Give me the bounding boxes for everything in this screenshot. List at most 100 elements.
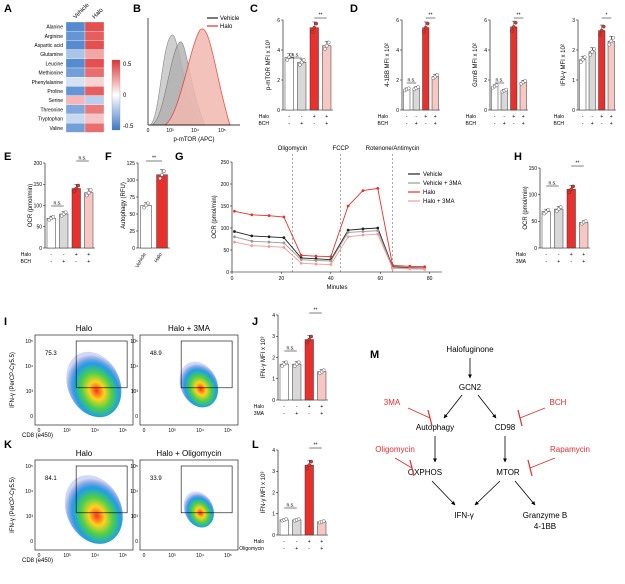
flow-y-label: IFN-γ (PerCP-Cy5.5) — [10, 352, 16, 408]
bar — [304, 464, 314, 536]
treatment-sign: + — [434, 114, 437, 120]
panel-letter-b: B — [133, 3, 141, 15]
treatment-sign: + — [313, 114, 316, 120]
heatmap-row-label: Tryptophan — [38, 117, 63, 123]
density-cloud — [64, 475, 123, 544]
flow-x-tick: 10³ — [168, 428, 176, 434]
flow-x-tick: 10⁵ — [119, 428, 127, 434]
node-halofuginone: Halofuginone — [446, 345, 494, 354]
y-tick-label: 25 — [129, 229, 135, 235]
series-point — [346, 228, 350, 232]
data-point — [599, 28, 604, 33]
injection-label: FCCP — [333, 146, 349, 152]
bar — [309, 27, 319, 111]
data-point — [590, 49, 595, 54]
y-tick-label: 3 — [272, 469, 275, 475]
flow-b-xtick-3: 10⁵ — [218, 128, 226, 134]
data-point — [406, 86, 411, 91]
y-tick-label: 6 — [277, 18, 280, 24]
bar — [84, 192, 94, 249]
flow-b-legend-halo: Halo — [220, 24, 233, 30]
y-tick-label: 0 — [484, 108, 487, 114]
significance-label: ** — [576, 161, 580, 167]
data-point — [580, 57, 585, 62]
gate-percentage: 33.9 — [150, 476, 162, 482]
node-gcn2: GCN2 — [459, 383, 482, 392]
data-point — [571, 184, 576, 189]
y-tick-label: 100 — [34, 203, 43, 209]
node-mtor: MTOR — [496, 468, 520, 477]
heatmap-cell — [84, 77, 105, 87]
flow-y-tick: 10⁴ — [25, 489, 33, 495]
treatment-sign: - — [283, 546, 285, 552]
flow-b-xtick-0: 0 — [147, 128, 150, 134]
series-point — [361, 233, 365, 237]
series-point — [376, 229, 380, 233]
bar — [279, 519, 289, 536]
heatmap-cell — [65, 123, 86, 133]
data-point — [421, 30, 426, 34]
heatmap-row-label: Leucine — [45, 61, 63, 67]
heatmap-cell — [84, 67, 105, 78]
data-point — [509, 29, 514, 33]
flow-x-tick: 10⁴ — [196, 553, 204, 559]
series-point — [233, 235, 236, 239]
treatment-sign: - — [425, 121, 427, 127]
y-tick-label: 50 — [531, 219, 537, 225]
heatmap-cell — [65, 77, 86, 87]
colorbar-tick-high: 0.5 — [123, 62, 132, 68]
heatmap-row-label: Glutamine — [40, 52, 63, 58]
y-tick-label: 1 — [572, 78, 575, 84]
treatment-sign: + — [295, 546, 298, 552]
flow-x-tick: 0 — [38, 428, 41, 434]
data-point — [158, 176, 162, 181]
data-point — [296, 360, 301, 365]
y-axis-label: 4-1BB MFI x 10² — [385, 43, 391, 87]
treatment-sign: + — [62, 259, 65, 265]
y-tick-label: 4 — [277, 48, 280, 54]
series-point — [282, 241, 286, 245]
data-point — [305, 466, 310, 471]
series-point — [250, 244, 254, 248]
panel-letter-j: J — [252, 316, 258, 328]
series-point — [299, 258, 303, 262]
bar — [71, 188, 81, 249]
flow-y-tick: 10⁴ — [130, 489, 138, 495]
data-point — [284, 360, 289, 365]
treatment-sign: - — [75, 259, 77, 265]
treatment-sign: - — [283, 411, 285, 417]
data-point — [494, 83, 499, 88]
treatment-sign: - — [513, 121, 515, 127]
treatment-sign: - — [582, 121, 584, 127]
y-tick-label: 125 — [127, 161, 136, 167]
data-point — [416, 85, 421, 89]
treatment-sign: + — [582, 252, 585, 258]
series-point — [423, 267, 427, 271]
category-label: Vehicle — [134, 252, 147, 269]
data-point — [284, 517, 289, 521]
y-axis-label: OCR (pmol/min) — [212, 195, 218, 238]
treatment-label: Halo — [259, 114, 270, 120]
treatment-sign: + — [320, 539, 323, 545]
treatment-sign: - — [591, 114, 593, 120]
gate — [75, 340, 128, 389]
y-tick-label: 0 — [272, 398, 275, 404]
heatmap-row-label: Serine — [49, 98, 64, 104]
heatmap-row-label: Valine — [49, 126, 63, 132]
y-tick-label: 0 — [534, 246, 537, 252]
y-tick-label: 2 — [272, 355, 275, 361]
inhibitor-bch: BCH — [550, 398, 567, 407]
treatment-sign: + — [75, 252, 78, 258]
panel-letter-c: C — [250, 3, 258, 15]
heatmap-cell — [65, 40, 86, 50]
data-point — [146, 201, 150, 206]
y-axis-label: OCR (pmol/min) — [523, 186, 529, 229]
data-point — [86, 190, 91, 195]
series-point — [329, 263, 333, 266]
gate-percentage: 75.3 — [45, 351, 57, 357]
bar — [607, 40, 615, 111]
series-point — [282, 245, 286, 249]
y-tick-label: 100 — [127, 178, 136, 184]
bar — [541, 211, 551, 249]
treatment-sign: - — [313, 121, 315, 127]
